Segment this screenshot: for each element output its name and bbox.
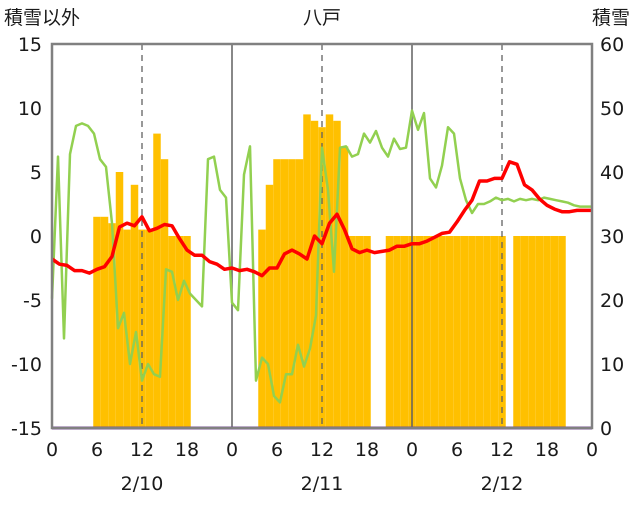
snow-bar <box>295 159 304 428</box>
x-axis-ticks: 0 6 12 18 0 6 12 18 0 6 12 18 0 <box>46 439 598 461</box>
x-tick-label: 0 <box>586 439 598 461</box>
snow-bars-group <box>93 114 566 429</box>
snow-bar <box>108 223 116 428</box>
date-label: 2/11 <box>301 473 344 495</box>
snow-bar <box>400 236 409 428</box>
left-tick-label: 15 <box>18 34 42 56</box>
right-axis-ticks: 0 10 20 30 40 50 60 <box>600 34 624 440</box>
snow-bar <box>385 236 394 428</box>
snow-bar <box>550 236 559 428</box>
x-tick-label: 0 <box>46 439 58 461</box>
snow-bar <box>430 236 439 428</box>
snow-bar <box>333 120 341 429</box>
left-tick-label: 5 <box>30 162 42 184</box>
snow-bar <box>100 216 109 428</box>
snow-bar <box>483 236 491 428</box>
left-tick-label: -5 <box>23 290 42 312</box>
x-tick-label: 6 <box>271 439 283 461</box>
snow-bar <box>130 184 139 428</box>
snow-bar <box>175 236 184 428</box>
snow-bar <box>468 236 476 428</box>
x-tick-label: 18 <box>535 439 559 461</box>
snow-bar <box>153 133 161 428</box>
snow-bar <box>393 236 401 428</box>
snow-bar <box>355 236 364 428</box>
x-tick-label: 18 <box>175 439 199 461</box>
left-tick-label: -15 <box>11 418 42 440</box>
snow-bar <box>438 236 446 428</box>
snow-bar <box>115 172 124 428</box>
snow-bar <box>528 236 536 428</box>
x-tick-label: 6 <box>91 439 103 461</box>
red-series-line <box>51 160 592 278</box>
snow-bar <box>415 236 424 428</box>
left-axis-ticks: -15 -10 -5 0 5 10 15 <box>11 34 42 440</box>
left-tick-label: -10 <box>11 354 42 376</box>
snow-bar <box>325 114 334 429</box>
date-label: 2/10 <box>121 473 164 495</box>
snow-bar <box>138 229 146 428</box>
snow-bar <box>453 236 461 428</box>
x-tick-label: 0 <box>226 439 238 461</box>
right-tick-label: 60 <box>600 34 624 56</box>
snow-bar <box>423 236 431 428</box>
snow-bar <box>490 236 499 428</box>
right-tick-label: 30 <box>600 226 624 248</box>
snow-bar <box>363 236 371 428</box>
left-tick-label: 10 <box>18 98 42 120</box>
gridlines-group <box>141 44 503 428</box>
right-tick-label: 0 <box>600 418 612 440</box>
green-series-line <box>50 109 592 404</box>
snow-bar <box>520 236 529 428</box>
x-tick-label: 18 <box>355 439 379 461</box>
snow-bar <box>273 159 281 428</box>
right-tick-label: 10 <box>600 354 624 376</box>
snow-bar <box>265 184 274 428</box>
snow-bar <box>168 236 176 428</box>
snow-bar <box>543 236 551 428</box>
x-tick-label: 0 <box>406 439 418 461</box>
snow-bar <box>303 114 311 429</box>
snow-bar <box>280 159 289 428</box>
x-tick-label: 12 <box>310 439 334 461</box>
snow-bar <box>460 236 469 428</box>
snow-bar <box>288 159 296 428</box>
snow-bar <box>258 229 266 428</box>
snow-bar <box>183 236 191 428</box>
left-tick-label: 0 <box>30 226 42 248</box>
snow-bar <box>445 236 454 428</box>
snow-bar <box>340 146 349 428</box>
left-axis-label: 積雪以外 <box>4 7 80 29</box>
snow-bar <box>348 236 356 428</box>
right-tick-label: 20 <box>600 290 624 312</box>
right-axis-label: 積雪 <box>592 7 630 29</box>
date-labels: 2/10 2/11 2/12 <box>121 473 524 495</box>
snow-bar <box>475 236 484 428</box>
date-label: 2/12 <box>481 473 524 495</box>
snow-bar <box>310 120 319 429</box>
x-tick-label: 6 <box>451 439 463 461</box>
snow-bar <box>93 216 101 428</box>
right-tick-label: 50 <box>600 98 624 120</box>
chart-title: 八戸 <box>303 7 341 29</box>
x-tick-label: 12 <box>130 439 154 461</box>
right-tick-label: 40 <box>600 162 624 184</box>
snow-bar <box>145 229 154 428</box>
snow-bar <box>513 236 521 428</box>
snow-bar <box>558 236 566 428</box>
plot-frame <box>50 42 594 430</box>
x-tick-label: 12 <box>490 439 514 461</box>
snow-bar <box>535 236 544 428</box>
